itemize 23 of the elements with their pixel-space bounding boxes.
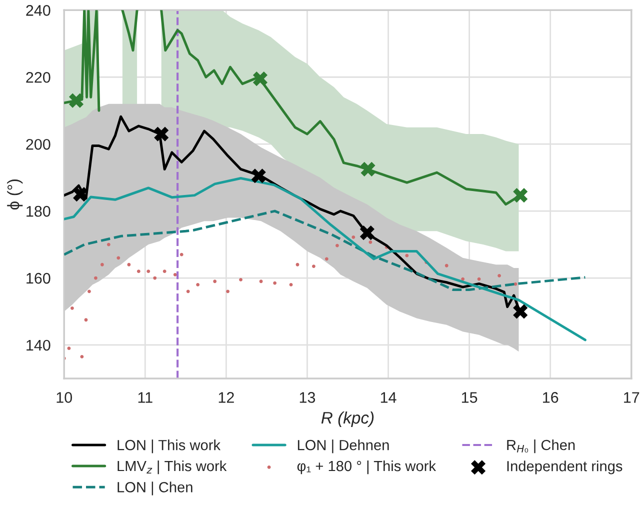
legend-label: LMV$_{z}$ | This work [118,460,227,474]
y-tick-label: 180 [26,206,50,217]
x-tick-label: 17 [624,392,640,403]
legend-label: LON | Dehnen [298,440,389,454]
y-axis-title: ϕ (°) [7,179,23,210]
x-axis-title: R (kpc) [321,411,374,427]
x-tick-label: 13 [300,392,316,403]
x-tick-label: 16 [543,392,558,403]
legend-label: LON | Chen [118,482,192,496]
y-tick-label: 140 [26,340,50,351]
y-tick-label: 240 [26,5,50,16]
x-tick-label: 10 [56,392,72,403]
x-tick-label: 11 [138,392,152,403]
legend-label: R$_{H₀}$ | Chen [507,439,575,454]
x-tick-label: 15 [462,392,478,403]
x-tick-label: 12 [218,392,234,403]
legend-label: Independent rings [507,460,622,474]
y-tick-label: 160 [26,272,50,284]
x-tick-label: 14 [380,392,396,403]
legend-label: LON | This work [118,440,221,454]
legend-label: φ₁ + 180 ° | This work [297,460,436,474]
y-tick-label: 220 [26,72,50,83]
y-tick-label: 200 [26,138,50,150]
